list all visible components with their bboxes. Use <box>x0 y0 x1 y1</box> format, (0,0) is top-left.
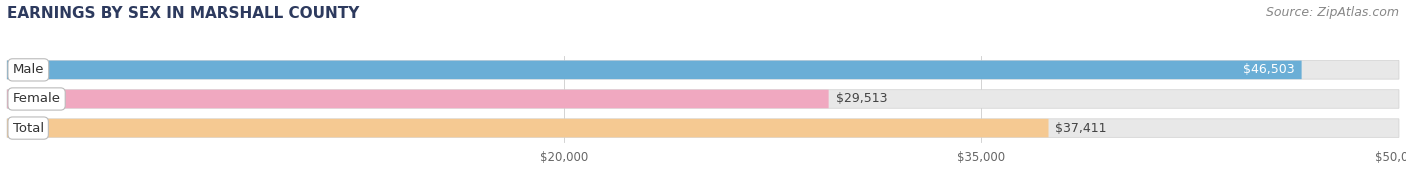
FancyBboxPatch shape <box>7 119 1049 137</box>
FancyBboxPatch shape <box>7 90 1399 108</box>
FancyBboxPatch shape <box>7 119 1399 137</box>
FancyBboxPatch shape <box>7 61 1399 79</box>
Text: Male: Male <box>13 63 44 76</box>
FancyBboxPatch shape <box>7 90 828 108</box>
FancyBboxPatch shape <box>7 61 1302 79</box>
Text: Female: Female <box>13 93 60 105</box>
Text: EARNINGS BY SEX IN MARSHALL COUNTY: EARNINGS BY SEX IN MARSHALL COUNTY <box>7 6 360 21</box>
Text: $37,411: $37,411 <box>1056 122 1107 135</box>
Text: $46,503: $46,503 <box>1243 63 1295 76</box>
Text: Total: Total <box>13 122 44 135</box>
Text: $29,513: $29,513 <box>835 93 887 105</box>
Text: Source: ZipAtlas.com: Source: ZipAtlas.com <box>1265 6 1399 19</box>
